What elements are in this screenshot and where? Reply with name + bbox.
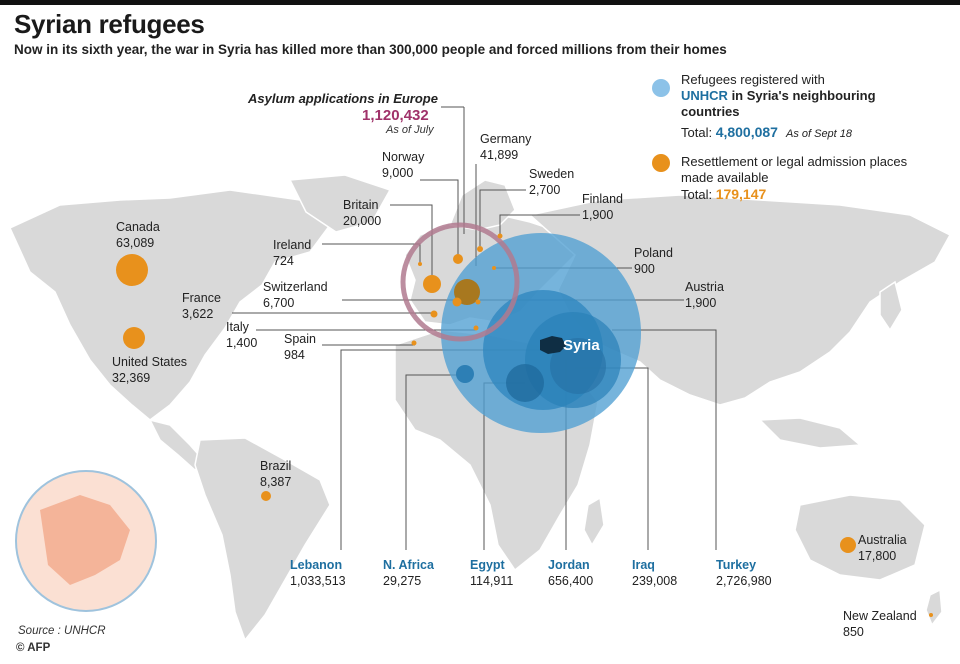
egypt-bubble [506,364,544,402]
legend-neighbours-org: UNHCR [681,88,728,103]
turkey-leader [612,329,717,550]
brazil-label: Brazil 8,387 [260,459,292,489]
legend-neighbours-line3: countries [681,104,740,119]
north-america-land [9,189,332,421]
finland-bubble [497,233,503,239]
syria-shape [540,336,566,354]
france-bubble [430,310,438,318]
canada-bubble [116,254,148,286]
poland-label: Poland 900 [634,246,673,276]
us-label: United States 32,369 [112,355,188,385]
norway-label: Norway 9,000 [382,150,425,180]
finland-leader [499,214,580,234]
jordan-label: Jordan 656,400 [548,558,594,588]
top-bar [0,0,960,5]
madagascar-land [583,496,605,547]
legend-resettle-total-label: Total: [681,187,716,202]
syria-label: Syria [563,337,600,354]
legend-resettlement: Resettlement or legal admission places m… [681,154,907,203]
greenland-land [288,174,392,233]
britain-label: Britain 20,000 [343,198,382,228]
austria-label: Austria 1,900 [685,280,724,310]
legend-neighbours-line2: in Syria's neighbouring [727,88,876,103]
sweden-label: Sweden 2,700 [529,167,575,197]
switzerland-label: Switzerland 6,700 [263,280,328,310]
legend-resettle-total: 179,147 [715,186,767,202]
norway-bubble [453,254,463,264]
page-subtitle: Now in its sixth year, the war in Syria … [14,42,727,57]
legend-neighbours-line1: Refugees registered with [681,72,825,87]
europe-asylum-ring [400,222,520,342]
globe-emblem [15,470,157,612]
italy-label: Italy 1,400 [226,320,258,350]
france-label: France 3,622 [182,291,221,321]
canada-label: Canada 63,089 [116,220,160,250]
ireland-bubble [418,262,422,266]
new-zealand-label: New Zealand 850 [843,609,917,639]
germany-bubble [454,279,480,305]
afp-credit: © AFP [16,642,51,654]
australia-label: Australia 17,800 [858,533,907,563]
spain-label: Spain 984 [284,332,316,362]
legend-resettle-line2: made available [681,170,769,185]
iraq-bubble [550,338,606,394]
spain-bubble [411,340,417,346]
globe-emblem-land [40,495,130,585]
poland-bubble [492,266,496,270]
italy-bubble [473,325,479,331]
lebanon-label: Lebanon 1,033,513 [290,558,346,588]
austria-bubble [475,299,481,305]
britain-bubble [423,275,441,293]
sweden-bubble [477,246,483,252]
legend-neighbours-total-label: Total: [681,125,716,140]
indonesia-land [758,417,862,449]
legend-resettle-icon [652,154,670,172]
brazil-bubble [261,491,271,501]
n-africa-label: N. Africa 29,275 [383,558,434,588]
britain-leader [390,204,433,280]
new-zealand-bubble [929,613,933,617]
n-africa-bubble [456,365,474,383]
iraq-label: Iraq 239,008 [632,558,678,588]
legend-neighbours-total: 4,800,087 [715,124,778,140]
europe-asylum-asof: As of July [386,124,434,136]
finland-label: Finland 1,900 [582,192,623,222]
page-title: Syrian refugees [14,9,205,39]
norway-leader [420,179,459,258]
neighbour-bubbles [441,233,641,433]
legend-neighbours-asof: As of Sept 18 [785,128,853,140]
n-africa-leader [405,374,464,550]
us-bubble [123,327,145,349]
switzerland-bubble [452,297,462,307]
legend-resettle-line1: Resettlement or legal admission places [681,154,908,169]
australia-bubble [840,537,856,553]
new-zealand-land [925,588,943,627]
egypt-label: Egypt 114,911 [470,558,514,588]
japan-land [879,280,903,332]
turkey-label: Turkey 2,726,980 [716,558,772,588]
legend-neighbour-icon [652,79,670,97]
germany-label: Germany 41,899 [480,132,532,162]
europe-asylum-total: 1,120,432 [362,107,429,124]
south-america-land [194,437,331,642]
source-note: Source : UNHCR [18,625,106,637]
legend-neighbours: Refugees registered with UNHCR in Syria'… [681,72,876,142]
europe-asylum-heading: Asylum applications in Europe [248,91,438,106]
australia-land [794,494,926,581]
ireland-label: Ireland 724 [273,238,312,268]
resettle-bubbles [116,233,933,617]
